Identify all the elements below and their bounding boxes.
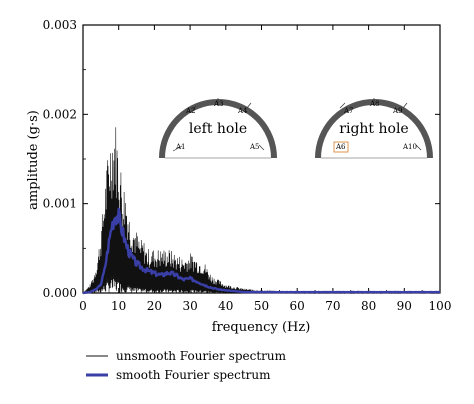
y-tick-label: 0.002 bbox=[43, 107, 77, 121]
series-layer bbox=[82, 127, 441, 295]
x-axis-title: frequency (Hz) bbox=[212, 320, 311, 335]
sensor-label-a9: A9 bbox=[392, 107, 403, 115]
series-unsmooth-line bbox=[82, 127, 441, 295]
series-smooth-line bbox=[82, 207, 441, 295]
x-axis: 0 10 20 30 40 50 60 70 80 90 100 bbox=[79, 25, 451, 313]
x-tick-label: 20 bbox=[147, 299, 162, 313]
x-tick-label: 80 bbox=[361, 299, 376, 313]
y-tick-label: 0.001 bbox=[43, 197, 77, 211]
sensor-lead-a9 bbox=[402, 102, 408, 109]
x-tick-label: 100 bbox=[429, 299, 452, 313]
y-tick-label: 0.000 bbox=[43, 286, 77, 300]
x-tick-label: 60 bbox=[290, 299, 305, 313]
legend-label-unsmooth: unsmooth Fourier spectrum bbox=[116, 349, 287, 363]
x-tick-label: 70 bbox=[325, 299, 340, 313]
sensor-a6-highlight-box bbox=[333, 141, 349, 153]
sensor-lead-a2 bbox=[190, 105, 197, 113]
y-axis-title: amplitude (g·s) bbox=[26, 110, 41, 210]
legend: unsmooth Fourier spectrum smooth Fourier… bbox=[86, 349, 287, 382]
sensor-label-a3: A3 bbox=[213, 100, 224, 108]
sensor-label-a6: A6 bbox=[335, 143, 346, 151]
sensor-label-a1: A1 bbox=[175, 143, 186, 151]
left-hole-title: left hole bbox=[189, 121, 247, 137]
sensor-label-a10: A10 bbox=[402, 143, 417, 151]
sensor-lead-a5 bbox=[258, 144, 265, 151]
sensor-label-a7: A7 bbox=[343, 107, 354, 115]
y-axis: 0.000 0.001 0.002 0.003 bbox=[43, 18, 440, 300]
sensor-label-a4: A4 bbox=[237, 107, 248, 115]
sensor-lead-a4 bbox=[246, 102, 252, 109]
sensor-lead-a7 bbox=[339, 102, 346, 109]
right-hole-diagram: A6 A7 A8 A9 A10 right hole bbox=[315, 98, 433, 159]
x-tick-label: 90 bbox=[397, 299, 412, 313]
y-tick-label: 0.003 bbox=[43, 18, 77, 32]
right-hole-title: right hole bbox=[339, 121, 408, 137]
x-tick-label: 0 bbox=[79, 299, 87, 313]
legend-label-smooth: smooth Fourier spectrum bbox=[116, 368, 271, 382]
left-hole-diagram: A1 A2 A3 A4 A5 left hole bbox=[159, 98, 277, 159]
x-tick-label: 10 bbox=[111, 299, 126, 313]
sensor-label-a2: A2 bbox=[185, 107, 196, 115]
x-tick-label: 50 bbox=[254, 299, 269, 313]
x-tick-label: 30 bbox=[182, 299, 197, 313]
sensor-label-a8: A8 bbox=[369, 100, 380, 108]
sensor-lead-a1 bbox=[172, 145, 183, 152]
x-tick-label: 40 bbox=[218, 299, 233, 313]
sensor-lead-a10 bbox=[415, 144, 422, 151]
sensor-label-a5: A5 bbox=[249, 143, 260, 151]
